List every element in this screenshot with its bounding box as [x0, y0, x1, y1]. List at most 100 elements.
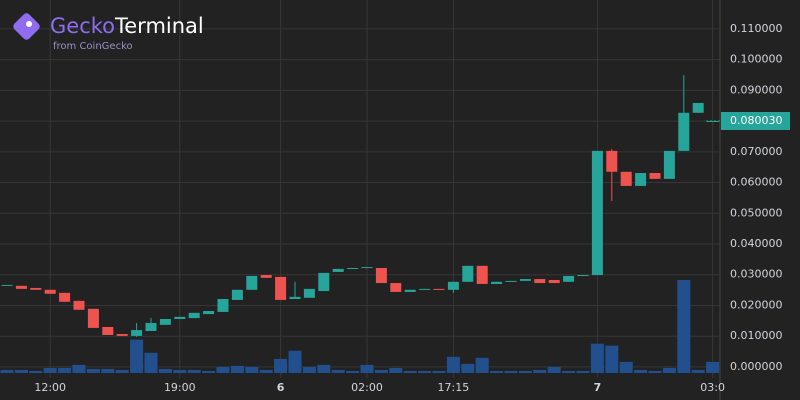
candle-body: [87, 308, 99, 328]
volume-bar: [518, 370, 532, 373]
candle-body: [318, 272, 330, 292]
x-tick-label: 19:00: [164, 381, 196, 394]
volume-bar: [662, 367, 676, 373]
volume-bar: [130, 339, 144, 373]
logo-product: Terminal: [114, 14, 204, 38]
volume-bar: [101, 368, 115, 373]
candle-body: [591, 150, 603, 276]
candle-body: [332, 268, 344, 272]
volume-bar: [158, 368, 172, 373]
volume-bar: [29, 370, 43, 373]
y-tick-label: 0.100000: [730, 53, 783, 66]
y-tick-label: 0.020000: [730, 298, 783, 311]
logo-sub: from CoinGecko: [53, 41, 133, 52]
logo: GeckoTerminal from CoinGecko: [13, 13, 204, 52]
volume-bar: [115, 369, 129, 373]
x-tick-label: 7: [594, 381, 602, 394]
volume-bar: [490, 370, 504, 373]
volume-bar: [533, 369, 547, 373]
candle-body: [476, 265, 488, 284]
candle-body: [519, 279, 531, 281]
candle-body: [131, 330, 143, 336]
y-tick-label: 0.090000: [730, 83, 783, 96]
y-tick-label: 0.060000: [730, 176, 783, 189]
candle-body: [692, 102, 704, 113]
logo-eye: [26, 21, 32, 27]
candle-body: [73, 300, 85, 310]
volume-bar: [576, 370, 590, 373]
candle-body: [462, 265, 474, 282]
candle-body: [174, 316, 186, 319]
volume-bar: [634, 369, 648, 373]
candle-body: [534, 279, 546, 284]
volume-bar: [374, 369, 388, 373]
volume-bar: [346, 370, 360, 373]
volume-bar: [590, 343, 604, 373]
volume-bar: [288, 350, 302, 373]
candle-body: [30, 287, 42, 290]
volume-bar: [331, 369, 345, 373]
volume-bar: [274, 358, 288, 373]
candle-body: [663, 150, 675, 179]
volume-bar: [43, 367, 57, 373]
volume-bar: [259, 369, 273, 373]
volume-bar: [504, 370, 518, 373]
candle-body: [390, 283, 402, 292]
x-tick-label: 02:00: [351, 381, 383, 394]
y-tick-label: 0.030000: [730, 268, 783, 281]
y-tick-label: 0.070000: [730, 145, 783, 158]
candle-body: [159, 318, 171, 325]
x-tick-label: 12:00: [34, 381, 66, 394]
volume-bar: [461, 363, 475, 373]
candle-body: [707, 120, 719, 122]
candle-body: [577, 275, 589, 277]
candle-body: [375, 267, 387, 284]
candle-body: [491, 281, 503, 284]
candle-body: [145, 322, 157, 331]
candle-body: [246, 275, 258, 290]
candle-body: [44, 289, 56, 294]
candle-body: [102, 326, 114, 335]
volume-bar: [144, 352, 158, 373]
candle-body: [203, 311, 215, 315]
volume-bar: [475, 357, 489, 373]
volume-bar: [245, 366, 259, 373]
volume-bar: [547, 366, 561, 373]
volume-bar: [0, 369, 14, 373]
candle-body: [563, 275, 575, 282]
candle-body: [217, 299, 229, 312]
volume-bar: [86, 368, 100, 373]
volume-bar: [691, 369, 705, 373]
last-price-label: 0.080030: [730, 114, 783, 127]
candle-body: [303, 288, 315, 298]
candle-body: [361, 267, 373, 269]
candle-body: [548, 279, 560, 284]
last-price-box: [721, 111, 790, 130]
volume-bar: [72, 364, 86, 373]
volume-bar: [216, 366, 230, 373]
volume-bar: [389, 367, 403, 373]
volume-bar: [432, 370, 446, 373]
candle-body: [59, 292, 71, 302]
candle-body: [649, 173, 661, 179]
volume-bar: [706, 361, 720, 373]
candle-body: [260, 275, 272, 278]
volume-bar: [446, 356, 460, 373]
candle-body: [231, 289, 243, 300]
candle-body: [635, 173, 647, 186]
volume-bar: [418, 370, 432, 373]
volume-bar: [302, 366, 316, 373]
volume-bar: [230, 365, 244, 373]
candle-body: [505, 280, 517, 282]
volume-bar: [58, 367, 72, 373]
volume-bar: [202, 370, 216, 373]
candle-body: [678, 112, 690, 151]
y-tick-label: 0.110000: [730, 22, 783, 35]
candle-body: [116, 334, 128, 336]
candle-body: [419, 288, 431, 290]
volume-bar: [677, 280, 691, 373]
candle-body: [347, 267, 359, 269]
volume-bar: [187, 369, 201, 373]
volume-bar: [360, 364, 374, 373]
logo-icon: [13, 13, 40, 40]
